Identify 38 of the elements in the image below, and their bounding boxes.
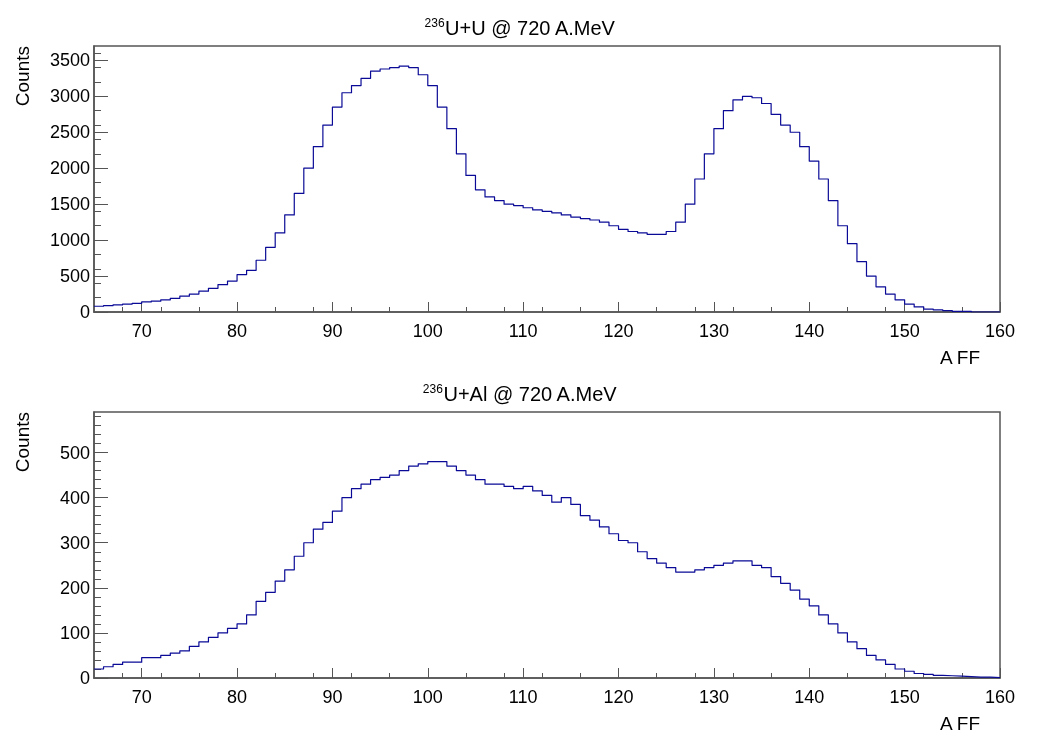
x-tick-label: 90 bbox=[322, 687, 343, 707]
y-tick-label: 1500 bbox=[49, 194, 90, 215]
y-axis-title: Counts bbox=[12, 412, 33, 473]
y-tick-label: 1000 bbox=[49, 230, 90, 251]
x-tick-label: 120 bbox=[603, 321, 634, 341]
y-tick-label: 3000 bbox=[49, 86, 90, 107]
x-tick-label: 90 bbox=[322, 321, 343, 341]
x-tick-label: 110 bbox=[508, 321, 538, 341]
x-tick-label: 100 bbox=[412, 687, 443, 707]
y-tick-label: 200 bbox=[59, 577, 90, 598]
y-tick-label: 400 bbox=[59, 487, 90, 508]
x-tick-label: 100 bbox=[412, 321, 443, 341]
x-tick-label: 150 bbox=[889, 687, 920, 707]
x-axis-title: A FF bbox=[939, 713, 980, 734]
y-tick-label: 500 bbox=[59, 442, 90, 463]
x-tick-label: 70 bbox=[131, 321, 152, 341]
x-tick-label: 110 bbox=[508, 687, 538, 707]
x-tick-label: 160 bbox=[984, 321, 1016, 341]
x-tick-label: 80 bbox=[227, 687, 248, 707]
x-tick-label: 120 bbox=[603, 687, 634, 707]
x-axis-title: A FF bbox=[939, 347, 980, 368]
x-tick-label: 160 bbox=[984, 687, 1016, 707]
y-tick-label: 500 bbox=[59, 266, 90, 287]
y-tick-label: 0 bbox=[79, 668, 90, 688]
x-tick-label: 130 bbox=[698, 687, 729, 707]
x-tick-label: 80 bbox=[227, 321, 248, 341]
y-axis-title: Counts bbox=[12, 46, 33, 107]
x-tick-label: 130 bbox=[698, 321, 729, 341]
y-tick-label: 100 bbox=[59, 622, 90, 643]
y-tick-label: 300 bbox=[59, 532, 90, 553]
y-tick-label: 0 bbox=[79, 302, 90, 322]
y-tick-label: 2500 bbox=[49, 122, 90, 143]
y-tick-label: 2000 bbox=[49, 158, 90, 179]
y-tick-label: 3500 bbox=[49, 50, 90, 71]
x-tick-label: 140 bbox=[794, 321, 825, 341]
x-tick-label: 140 bbox=[794, 687, 825, 707]
x-tick-label: 150 bbox=[889, 321, 920, 341]
x-tick-label: 70 bbox=[131, 687, 152, 707]
